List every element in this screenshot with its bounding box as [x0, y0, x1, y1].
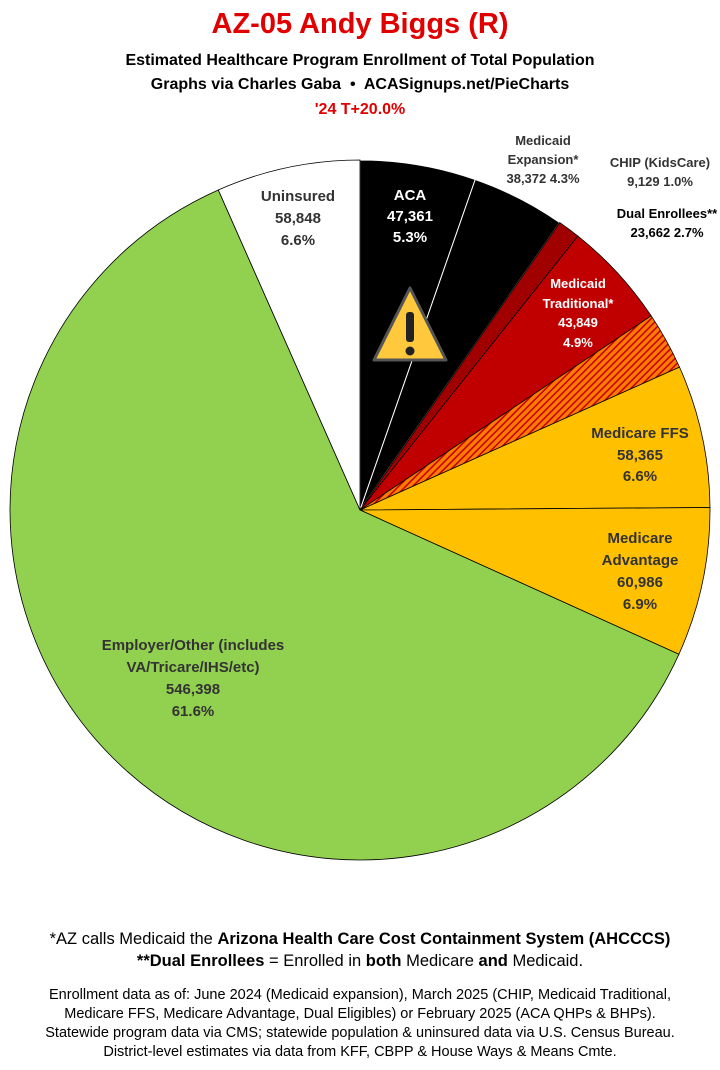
note-text: *AZ calls Medicaid the	[49, 930, 218, 948]
percent-label: 6.6%	[622, 468, 658, 485]
pie-slice	[9, 189, 680, 861]
value-label: 23,662	[630, 225, 671, 240]
category-name: Dual Enrollees**	[616, 206, 718, 221]
subtitle: '24 T+20.0%	[314, 101, 406, 118]
percent-label: 4.3%	[549, 171, 580, 186]
note-text: Arizona Health Care Cost Containment Sys…	[217, 930, 671, 948]
source-line: Enrollment data as of: June 2024 (Medica…	[49, 987, 671, 1003]
value-label: 38,372	[506, 171, 547, 186]
chart-title: AZ-05 Andy Biggs (R)	[211, 8, 509, 40]
category-name: CHIP (KidsCare)	[609, 155, 711, 170]
category-name: ACA	[393, 187, 427, 204]
subtitle: Graphs via Charles Gaba • ACASignups.net…	[150, 76, 570, 93]
percent-label: 1.0%	[663, 174, 693, 189]
value-label: 58,365	[617, 446, 663, 464]
source-line: District-level estimates via data from K…	[103, 1044, 617, 1060]
pie-chart	[9, 159, 711, 861]
note-text: **Dual Enrollees	[136, 952, 265, 970]
percent-label: 6.6%	[280, 232, 316, 249]
percent-label: 5.3%	[392, 229, 428, 246]
value-label: 546,398	[165, 681, 221, 698]
value-label: 58,848	[275, 210, 321, 227]
slice-label: Medicaid Traditional* 43,849 4.9%	[528, 274, 628, 352]
category-name: Medicaid Expansion*	[507, 133, 579, 167]
warning-icon	[372, 286, 448, 362]
slice-label: Employer/Other (includes VA/Tricare/IHS/…	[63, 635, 323, 723]
value-label: 43,849	[558, 315, 598, 330]
note-text: Medicaid.	[507, 952, 584, 970]
footnote: **Dual Enrollees = Enrolled in both Medi…	[0, 952, 720, 971]
value-line: 38,372 4.3%	[493, 169, 593, 188]
slice-label: Medicaid Expansion* 38,372 4.3%	[493, 131, 593, 188]
category-name: Medicare Advantage	[601, 530, 679, 569]
slices	[9, 159, 711, 861]
note-text: = Enrolled in	[264, 952, 366, 970]
slice-label: Medicare FFS 58,365 6.6%	[560, 423, 720, 488]
value-label: 47,361	[387, 208, 433, 225]
category-name: Medicaid Traditional*	[542, 276, 614, 311]
percent-label: 61.6%	[171, 703, 215, 720]
category-name: Uninsured	[260, 188, 336, 205]
source-line: Medicare FFS, Medicare Advantage, Dual E…	[64, 1006, 656, 1022]
slice-label: ACA 47,361 5.3%	[365, 185, 455, 248]
percent-label: 2.7%	[673, 225, 704, 240]
value-label: 60,986	[617, 574, 663, 591]
slice-label: CHIP (KidsCare) 9,129 1.0%	[585, 153, 720, 191]
source-line: Statewide program data via CMS; statewid…	[45, 1025, 675, 1041]
category-name: Medicare FFS	[591, 425, 689, 442]
slice-label: Dual Enrollees** 23,662 2.7%	[587, 204, 720, 242]
percent-label: 4.9%	[563, 334, 593, 350]
pie-slice	[359, 366, 711, 511]
category-name: Employer/Other (includes VA/Tricare/IHS/…	[101, 637, 285, 676]
note-text: Medicare	[401, 952, 479, 970]
percent-label: 6.9%	[622, 596, 658, 613]
footnote: *AZ calls Medicaid the Arizona Health Ca…	[0, 930, 720, 949]
value-label: 9,129	[627, 174, 660, 189]
value-line: 23,662 2.7%	[587, 223, 720, 242]
pie-slice	[359, 507, 711, 655]
slice-label: Medicare Advantage 60,986 6.9%	[590, 528, 690, 616]
subtitle: Estimated Healthcare Program Enrollment …	[125, 52, 595, 69]
slice-label: Uninsured 58,848 6.6%	[243, 186, 353, 252]
note-text: both	[365, 952, 402, 970]
value-line: 9,129 1.0%	[585, 172, 720, 191]
note-text: and	[478, 952, 508, 970]
pie-slice	[217, 159, 361, 511]
